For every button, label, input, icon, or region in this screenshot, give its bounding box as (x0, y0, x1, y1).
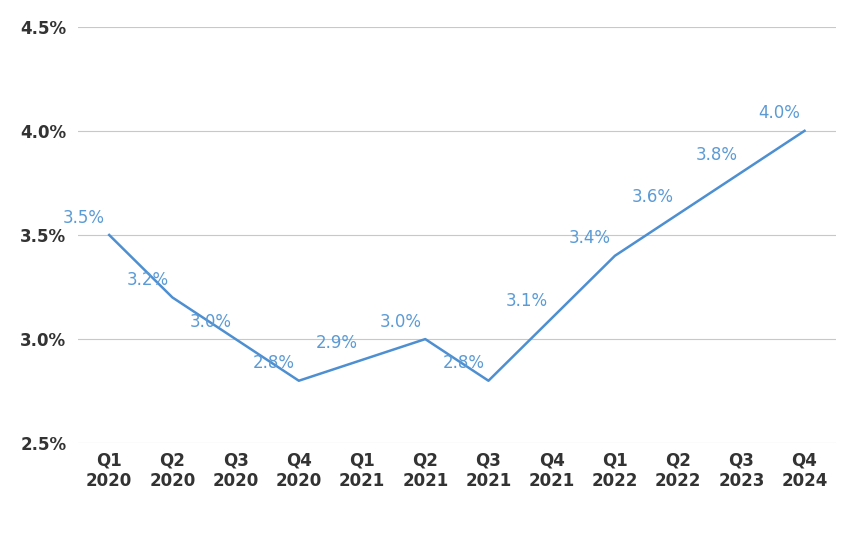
Text: 3.5%: 3.5% (63, 209, 105, 226)
Text: 3.0%: 3.0% (379, 313, 421, 331)
Text: 3.1%: 3.1% (505, 292, 547, 310)
Text: 3.8%: 3.8% (695, 146, 736, 164)
Text: 3.4%: 3.4% (568, 230, 610, 247)
Text: 3.0%: 3.0% (189, 313, 232, 331)
Text: 3.2%: 3.2% (127, 271, 168, 289)
Text: 2.8%: 2.8% (252, 355, 294, 372)
Text: 2.8%: 2.8% (442, 355, 484, 372)
Text: 3.6%: 3.6% (631, 188, 673, 206)
Text: 2.9%: 2.9% (316, 334, 357, 351)
Text: 4.0%: 4.0% (758, 105, 800, 122)
